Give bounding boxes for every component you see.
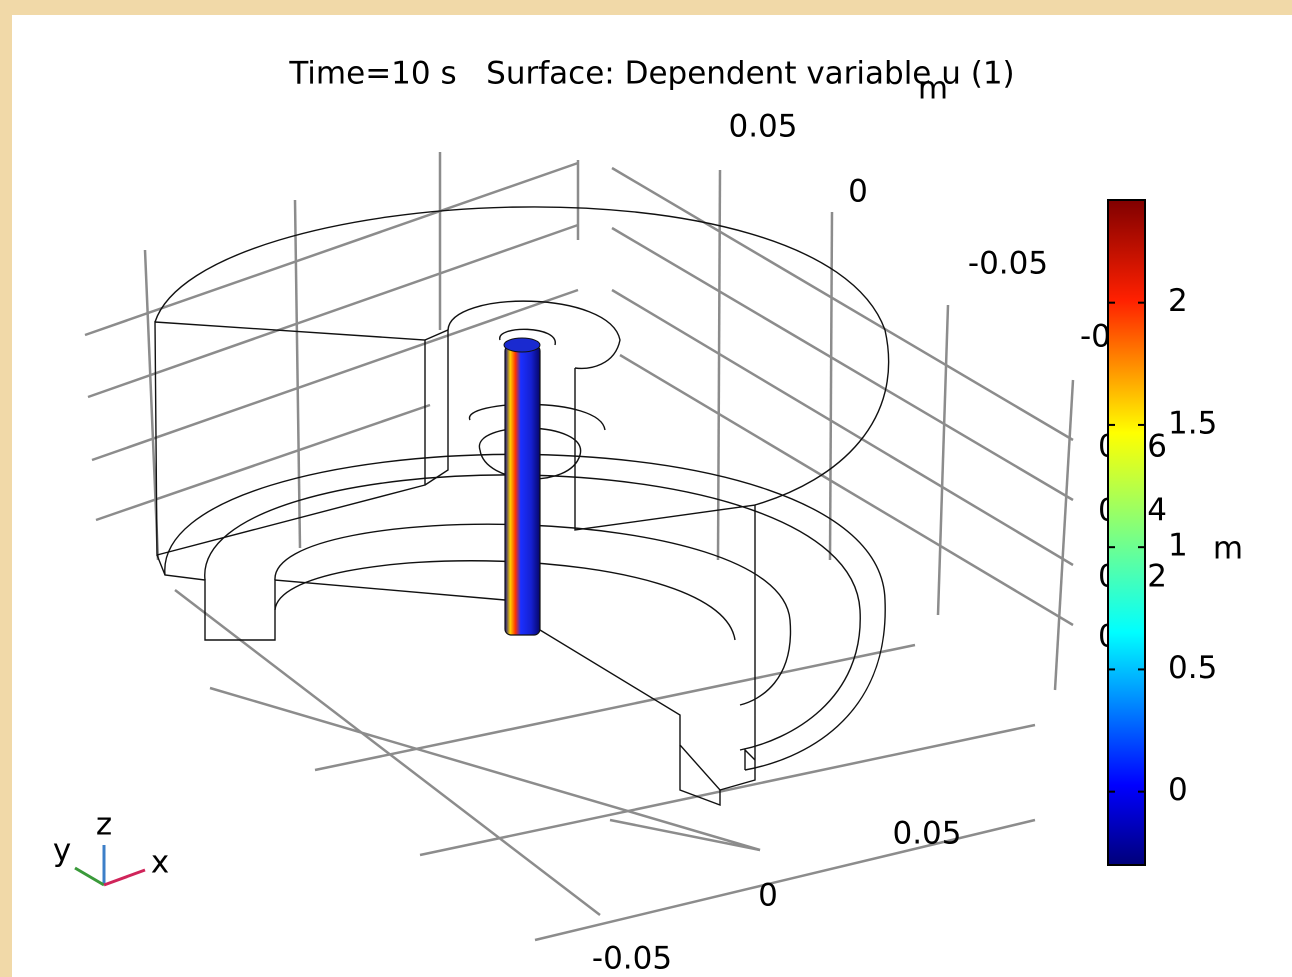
grid (84, 152, 1075, 942)
x-tick-label: 0 (758, 878, 778, 914)
axis-unit: m (918, 71, 948, 107)
colorbar-scale (1107, 199, 1146, 866)
colorbar-unit: m (1213, 531, 1243, 567)
axis-triad: z y x (53, 807, 169, 887)
colorbar-tick-label: 2 (1168, 283, 1188, 319)
colorbar-tick-label: 1 (1168, 528, 1188, 564)
rod-top (503, 337, 541, 353)
x-tick-label: 0.05 (892, 816, 961, 852)
triad-y-arrow (74, 866, 105, 887)
plot-title: Time=10 s Surface: Dependent variable u … (288, 56, 1014, 92)
y-tick-label: 0.05 (728, 109, 797, 145)
colorbar-tick-label: 0 (1168, 772, 1188, 808)
geometry-outline (154, 206, 890, 807)
colorbar-tick-label: 1.5 (1168, 405, 1217, 441)
y-tick-label: -0.05 (968, 246, 1048, 282)
triad-z-label: z (96, 807, 112, 843)
colorbar (1107, 199, 1146, 866)
triad-x-label: x (151, 845, 169, 881)
triad-x-arrow (103, 868, 146, 887)
colorbar-tick-label: 0.5 (1168, 650, 1217, 686)
triad-y-label: y (53, 833, 71, 869)
rod-surface (504, 344, 541, 636)
x-tick-label: -0.05 (592, 941, 672, 977)
plot-area (12, 15, 1292, 977)
y-tick-label: 0 (848, 174, 868, 210)
